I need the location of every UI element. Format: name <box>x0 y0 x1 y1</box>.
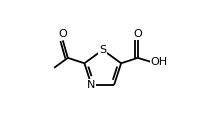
Text: S: S <box>99 45 106 55</box>
Text: O: O <box>133 29 142 39</box>
Text: OH: OH <box>151 57 168 67</box>
Text: O: O <box>58 29 67 39</box>
Text: N: N <box>87 80 96 90</box>
